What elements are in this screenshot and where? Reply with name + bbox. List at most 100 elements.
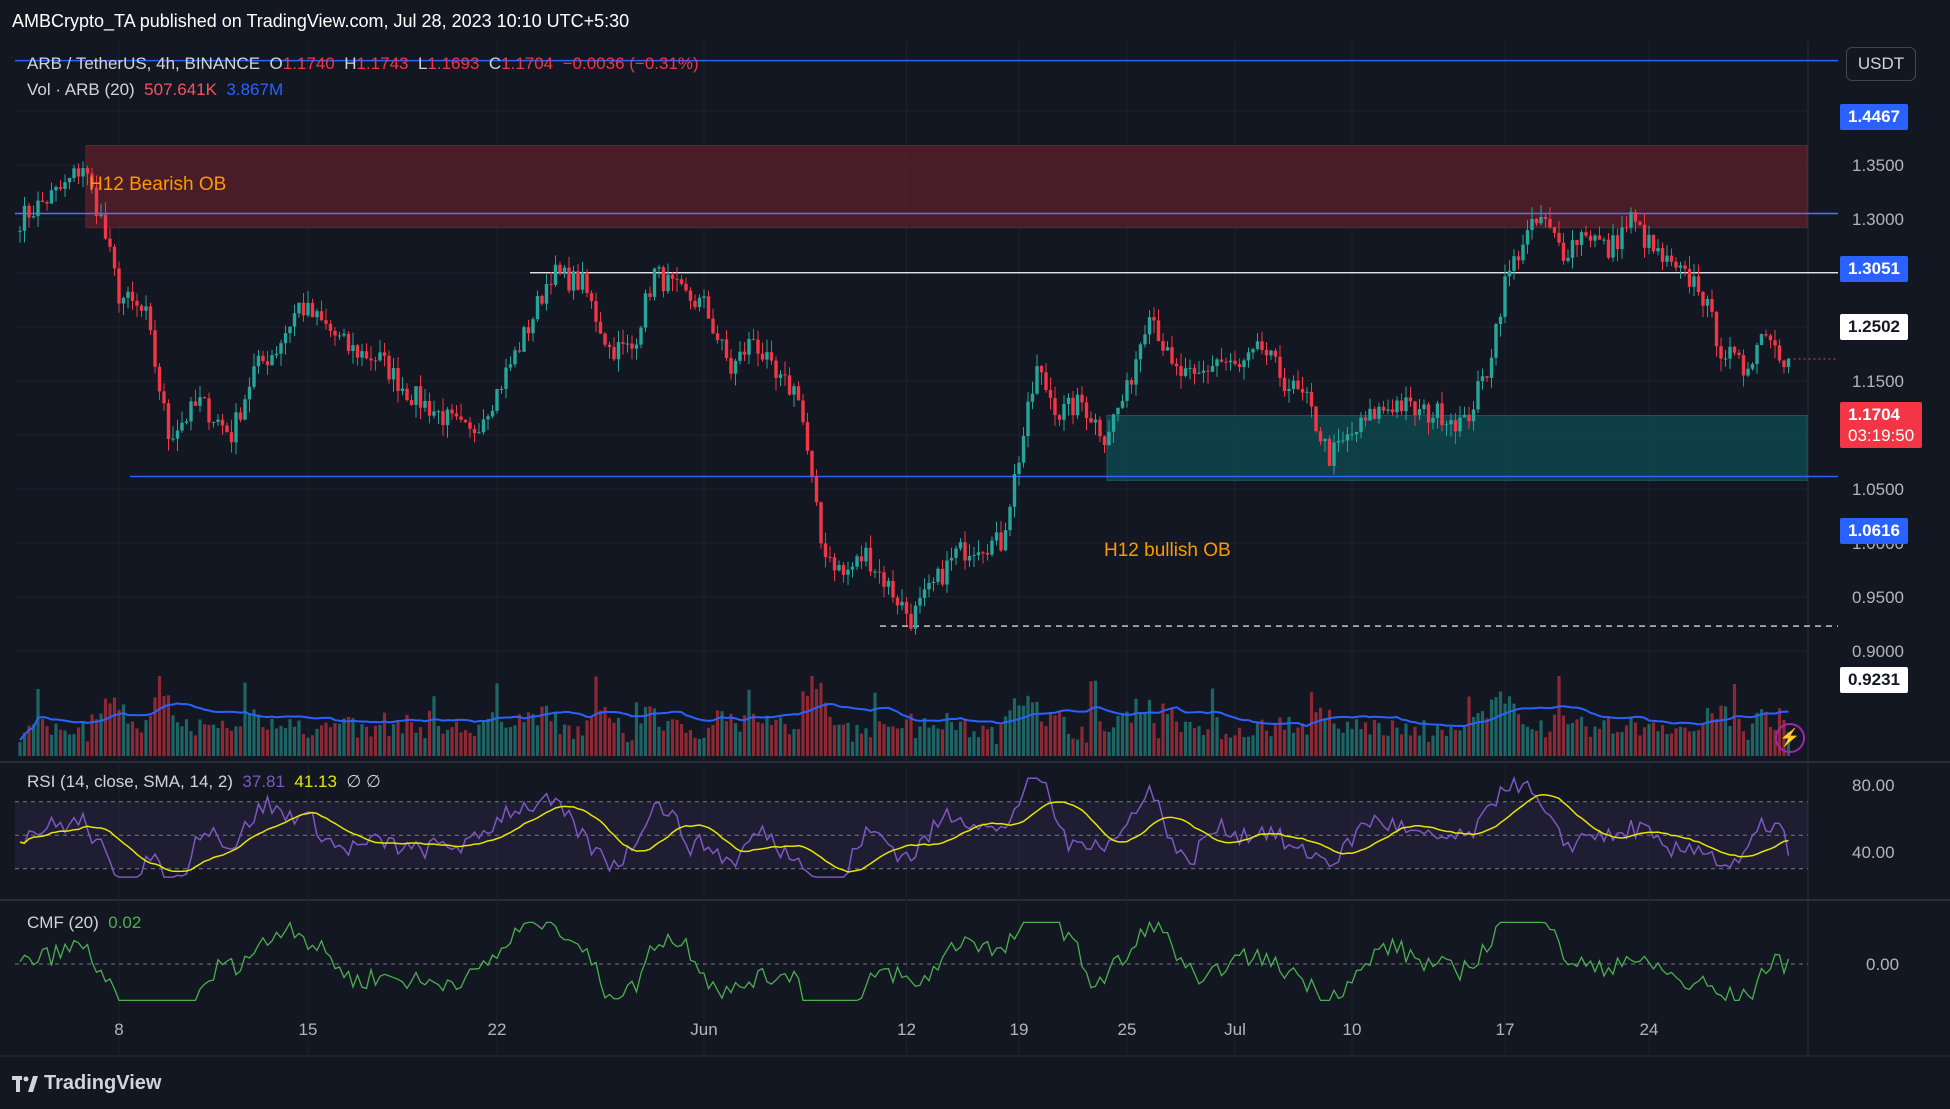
volume-bar bbox=[972, 731, 976, 756]
tradingview-logo[interactable]: TradingView bbox=[12, 1072, 161, 1095]
low-label: L bbox=[417, 54, 428, 73]
volume-bar bbox=[49, 734, 54, 756]
volume-bar bbox=[639, 723, 643, 756]
current-price: 1.1704 bbox=[1848, 405, 1900, 424]
candle-body bbox=[774, 360, 778, 378]
volume-bar bbox=[31, 724, 36, 756]
candle-body bbox=[657, 267, 661, 269]
candle-body bbox=[837, 565, 841, 571]
candle-body bbox=[1233, 360, 1237, 365]
candle-body bbox=[1237, 364, 1242, 368]
volume-bar bbox=[787, 734, 792, 756]
candle-body bbox=[148, 306, 153, 331]
volume-bar bbox=[940, 729, 945, 756]
candle-body bbox=[36, 200, 40, 217]
volume-bar bbox=[630, 740, 634, 756]
volume-bar bbox=[1017, 705, 1021, 756]
rsi-label[interactable]: RSI (14, close, SMA, 14, 2) bbox=[27, 772, 233, 791]
volume-bar bbox=[135, 728, 139, 756]
volume-bar bbox=[1057, 711, 1062, 756]
candle-body bbox=[1593, 235, 1597, 241]
y-tick-label: 1.1500 bbox=[1852, 372, 1904, 391]
volume-bar bbox=[387, 736, 391, 756]
volume-bar bbox=[1386, 735, 1390, 756]
candle-body bbox=[409, 400, 414, 405]
candle-body bbox=[513, 350, 517, 365]
volume-bar bbox=[859, 733, 864, 756]
volume-bar bbox=[873, 692, 877, 756]
publisher-header: AMBCrypto_TA published on TradingView.co… bbox=[0, 0, 1950, 42]
candle-body bbox=[1120, 400, 1125, 408]
currency-button[interactable]: USDT bbox=[1846, 47, 1916, 81]
close-value: 1.1704 bbox=[501, 54, 554, 73]
candle-body bbox=[1579, 232, 1584, 245]
volume-bar bbox=[225, 728, 229, 756]
candle-body bbox=[922, 589, 927, 598]
volume-bar bbox=[139, 732, 144, 756]
candle-body bbox=[27, 205, 31, 218]
candle-body bbox=[1611, 235, 1615, 258]
volume-bar bbox=[499, 721, 504, 756]
candle-body bbox=[909, 613, 913, 629]
candle-body bbox=[1008, 506, 1012, 531]
candle-body bbox=[1107, 431, 1111, 446]
volume-bar bbox=[234, 726, 238, 756]
candle-body bbox=[1602, 239, 1606, 241]
candle-body bbox=[648, 293, 652, 297]
candle-body bbox=[252, 366, 256, 387]
candle-body bbox=[945, 560, 949, 585]
volume-bar bbox=[990, 726, 994, 756]
candle-body bbox=[1179, 366, 1183, 377]
volume-bar bbox=[1647, 724, 1651, 756]
candle-body bbox=[207, 398, 211, 423]
candle-body bbox=[360, 351, 364, 358]
volume-bar bbox=[1516, 714, 1521, 756]
candle-body bbox=[1390, 409, 1395, 413]
volume-bar bbox=[549, 721, 553, 756]
symbol-label[interactable]: ARB / TetherUS, 4h, BINANCE bbox=[27, 54, 261, 73]
candle-body bbox=[400, 388, 405, 392]
volume-bar bbox=[423, 738, 427, 756]
cmf-line bbox=[19, 920, 1790, 1002]
volume-bar bbox=[288, 719, 292, 756]
candle-body bbox=[567, 267, 571, 291]
cmf-legend: CMF (20) 0.02 bbox=[27, 913, 141, 933]
volume-bar bbox=[112, 697, 117, 756]
candle-body bbox=[810, 450, 814, 477]
volume-bar bbox=[540, 706, 544, 756]
candle-body bbox=[1620, 227, 1624, 250]
volume-bar bbox=[180, 726, 184, 756]
candle-body bbox=[1692, 276, 1696, 287]
volume-bar bbox=[238, 726, 243, 756]
cmf-label[interactable]: CMF (20) bbox=[27, 913, 99, 932]
volume-bar bbox=[1521, 724, 1525, 756]
candle-body bbox=[1408, 397, 1413, 402]
candle-body bbox=[1102, 436, 1107, 446]
lightning-icon[interactable]: ⚡ bbox=[1775, 723, 1805, 753]
volume-bar bbox=[981, 725, 985, 756]
volume-label[interactable]: Vol · ARB (20) bbox=[27, 80, 135, 99]
candle-body bbox=[1372, 408, 1377, 419]
volume-bar bbox=[657, 726, 661, 756]
volume-bar bbox=[436, 726, 441, 756]
volume-bar bbox=[54, 723, 58, 756]
y-tick-label: 1.3500 bbox=[1852, 156, 1904, 175]
volume-bar bbox=[1611, 733, 1615, 756]
volume-bar bbox=[895, 728, 900, 756]
candle-body bbox=[1669, 255, 1674, 262]
candle-body bbox=[1255, 341, 1260, 350]
volume-bar bbox=[994, 743, 999, 756]
candle-body bbox=[1737, 352, 1741, 356]
candle-body bbox=[1035, 366, 1039, 394]
candle-body bbox=[1719, 346, 1723, 359]
volume-value: 507.641K bbox=[144, 80, 217, 99]
candle-body bbox=[1507, 270, 1512, 277]
volume-bar bbox=[432, 696, 436, 756]
candle-body bbox=[778, 374, 783, 378]
candle-body bbox=[756, 339, 760, 354]
volume-bar bbox=[1719, 705, 1723, 756]
candle-body bbox=[850, 566, 855, 570]
volume-bar bbox=[949, 722, 954, 756]
volume-bar bbox=[310, 735, 315, 756]
